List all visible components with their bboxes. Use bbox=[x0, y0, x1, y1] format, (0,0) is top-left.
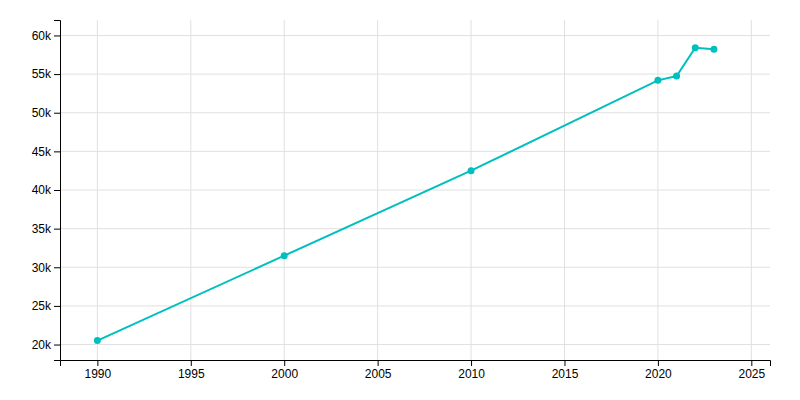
x-tick-label: 2025 bbox=[738, 367, 765, 381]
y-tick-label: 35k bbox=[32, 222, 52, 236]
y-tick-label: 25k bbox=[32, 299, 52, 313]
y-tick-mark bbox=[54, 74, 60, 75]
x-tick: 2025 bbox=[738, 360, 765, 381]
y-tick-mark bbox=[54, 35, 60, 36]
grid-line-y bbox=[60, 74, 770, 75]
x-tick-mark bbox=[191, 360, 192, 366]
point bbox=[468, 167, 475, 174]
y-tick: 35k bbox=[32, 222, 60, 236]
y-tick-label: 20k bbox=[32, 338, 52, 352]
y-tick-mark bbox=[54, 113, 60, 114]
grid-line-y bbox=[60, 344, 770, 345]
x-tick-mark bbox=[378, 360, 379, 366]
x-tick-label: 2015 bbox=[552, 367, 579, 381]
plot-area: 1990 1995 2000 2005 2010 2015 2020 2025 20k 25k 30… bbox=[32, 20, 771, 381]
y-tick: 40k bbox=[32, 183, 60, 197]
x-tick-mark bbox=[97, 360, 98, 366]
x-tick-label: 1990 bbox=[85, 367, 112, 381]
y-tick-label: 45k bbox=[32, 145, 52, 159]
point bbox=[710, 46, 717, 53]
x-tick-mark bbox=[471, 360, 472, 366]
y-tick: 30k bbox=[32, 261, 60, 275]
x-tick: 1995 bbox=[178, 360, 205, 381]
grid-line-y bbox=[60, 112, 770, 113]
y-tick: 55k bbox=[32, 67, 60, 81]
y-tick: 25k bbox=[32, 299, 60, 313]
x-tick-label: 2005 bbox=[365, 367, 392, 381]
line bbox=[97, 48, 714, 341]
chart: 1990 1995 2000 2005 2010 2015 2020 2025 20k 25k 30… bbox=[0, 0, 800, 400]
y-axis: 20k 25k 30k 35k 40k 45k 50k 55k 60k bbox=[32, 21, 61, 361]
x-axis: 1990 1995 2000 2005 2010 2015 2020 2025 bbox=[61, 360, 771, 381]
y-tick-mark bbox=[54, 267, 60, 268]
x-tick: 2000 bbox=[271, 360, 298, 381]
y-tick-mark bbox=[54, 306, 60, 307]
point bbox=[654, 77, 661, 84]
grid-line-y bbox=[60, 151, 770, 152]
x-tick: 2010 bbox=[458, 360, 485, 381]
y-axis-line bbox=[54, 21, 61, 361]
x-tick: 2015 bbox=[552, 360, 579, 381]
point bbox=[692, 44, 699, 51]
y-tick: 50k bbox=[32, 106, 60, 120]
y-tick-label: 40k bbox=[32, 183, 52, 197]
grid-line-y bbox=[60, 305, 770, 306]
point bbox=[673, 73, 680, 80]
x-tick: 2005 bbox=[365, 360, 392, 381]
y-tick-label: 55k bbox=[32, 67, 52, 81]
x-tick-mark bbox=[751, 360, 752, 366]
x-tick: 1990 bbox=[85, 360, 112, 381]
x-tick-mark bbox=[658, 360, 659, 366]
grid-line-y bbox=[60, 267, 770, 268]
x-axis-line bbox=[61, 361, 771, 367]
y-tick-mark bbox=[54, 229, 60, 230]
x-tick-mark bbox=[284, 360, 285, 366]
x-tick-mark bbox=[564, 360, 565, 366]
x-tick-label: 2010 bbox=[458, 367, 485, 381]
grid-line-y bbox=[60, 190, 770, 191]
y-tick: 60k bbox=[32, 29, 60, 43]
y-tick-label: 60k bbox=[32, 29, 52, 43]
grid-line-y bbox=[60, 35, 770, 36]
y-tick-label: 50k bbox=[32, 106, 52, 120]
grid bbox=[60, 20, 770, 360]
point bbox=[94, 337, 101, 344]
x-tick: 2020 bbox=[645, 360, 672, 381]
x-tick-label: 2020 bbox=[645, 367, 672, 381]
x-tick-label: 1995 bbox=[178, 367, 205, 381]
point bbox=[281, 252, 288, 259]
y-tick-mark bbox=[54, 345, 60, 346]
y-tick-mark bbox=[54, 190, 60, 191]
y-tick: 45k bbox=[32, 145, 60, 159]
y-tick: 20k bbox=[32, 338, 60, 352]
series bbox=[94, 44, 718, 344]
x-tick-label: 2000 bbox=[271, 367, 298, 381]
y-tick-label: 30k bbox=[32, 261, 52, 275]
y-tick-mark bbox=[54, 151, 60, 152]
grid-line-y bbox=[60, 228, 770, 229]
